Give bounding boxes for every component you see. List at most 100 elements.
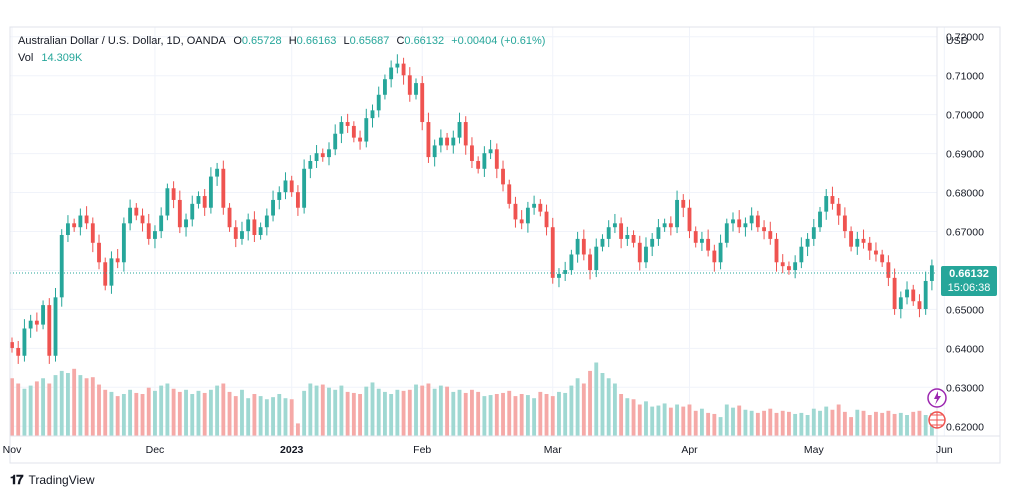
candle-body [880,254,885,263]
volume-bar [755,412,760,436]
volume-bar [849,417,854,436]
candle-body [675,199,679,228]
candle-body [414,83,418,95]
volume-bar [351,392,356,436]
y-tick-label: 0.62000 [946,421,984,433]
volume-bar [637,404,642,436]
volume-bar [911,411,916,436]
candle-body [333,133,338,150]
candle-body [308,160,313,169]
legend-volume-row: Vol 14.309K [18,52,82,64]
candle-layer [10,54,934,364]
volume-bar [525,395,530,436]
globe-icon-lines [929,412,945,428]
volume-bar [488,395,493,436]
candle-body [780,262,785,267]
volume-bar [712,413,717,436]
volume-bar [295,423,300,436]
candle-body [625,235,630,239]
volume-bar [78,375,83,436]
candle-body [793,262,798,271]
candle-body [177,199,182,228]
candle-body [34,320,39,325]
volume-bar [774,412,779,436]
volume-bar [668,407,673,436]
volume-bar [240,389,244,436]
low-value: 0.65687 [349,35,390,47]
candle-body [842,215,847,232]
volume-bar [494,394,499,436]
candle-body [457,122,462,138]
volume-bar [799,412,804,436]
candle-body [898,297,903,310]
candle-body [78,215,83,228]
candle-body [731,219,735,224]
volume-bar [762,410,767,436]
candle-body [662,223,667,228]
volume-bar [103,389,108,436]
volume-bar [824,406,829,436]
volume-bar [619,394,624,436]
candle-body [134,207,139,216]
volume-bar [830,409,835,436]
candle-body [811,227,816,239]
volume-bar [97,384,101,436]
volume-bar [358,394,362,436]
tradingview-logo-icon: 𝟏𝟕 [10,472,24,487]
candle-body [768,231,773,239]
candle-body [115,258,120,263]
candle-body [66,223,70,236]
candle-body [271,199,275,216]
candle-body [513,203,518,220]
y-tick-label: 0.65000 [946,304,984,316]
volume-bar [308,383,313,436]
volume-bar [519,394,524,436]
candle-body [787,266,791,271]
volume-bar [476,391,481,436]
high-value: 0.66163 [296,35,337,47]
candle-body [383,79,387,95]
candle-body [476,160,481,169]
footer-branding[interactable]: 𝟏𝟕 TradingView [10,472,95,488]
y-tick-label: 0.67000 [946,227,984,239]
candle-body [681,199,686,208]
candle-body [507,184,512,204]
x-tick-label: May [804,444,825,456]
y-tick-label: 0.71000 [946,71,984,83]
volume-bar [625,398,630,436]
candle-body [917,301,922,310]
volume-bar [600,373,605,436]
candle-body [706,238,711,251]
volume-bar [383,391,387,436]
candle-body [699,238,704,243]
volume-bar [277,394,282,436]
volume-bar [470,389,474,436]
candle-body [911,289,916,302]
candle-body [277,192,282,200]
candle-body [650,238,655,247]
volume-bar [768,408,773,436]
candle-body [196,196,201,204]
candle-body [668,223,673,228]
volume-bar [905,415,909,436]
volume-bar [886,410,891,436]
candle-body [892,277,897,310]
candle-body [339,122,344,134]
volume-bar [53,375,58,436]
volume-bar [208,389,213,436]
candle-body [22,328,27,356]
candle-body [227,207,232,228]
volume-bar [737,405,742,436]
candle-body [656,227,661,239]
open-label: O [233,35,242,47]
y-tick-label: 0.68000 [946,188,984,200]
candle-body [737,219,742,228]
y-tick-label: 0.72000 [946,32,984,44]
volume-bar [606,378,611,436]
alert-icons[interactable] [927,388,947,429]
candle-body [41,305,46,325]
candle-body [426,122,431,158]
volume-bar [41,378,46,436]
volume-bar [364,386,369,436]
